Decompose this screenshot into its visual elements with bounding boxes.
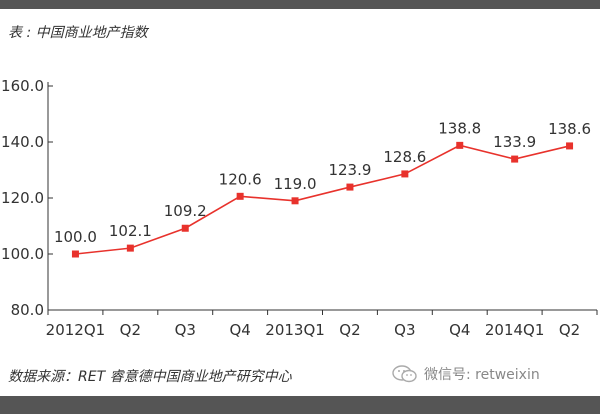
x-tick-label: Q2 bbox=[120, 321, 141, 339]
wechat-id: 微信号: retweixin bbox=[424, 367, 540, 383]
data-label: 102.1 bbox=[109, 222, 152, 240]
wechat-account: 微信号: retweixin bbox=[392, 364, 540, 384]
data-label: 128.6 bbox=[383, 148, 426, 166]
bottom-bar bbox=[0, 396, 600, 414]
x-tick-label: Q4 bbox=[229, 321, 250, 339]
data-point bbox=[71, 250, 79, 258]
data-label: 119.0 bbox=[274, 175, 317, 193]
x-tick-label: Q4 bbox=[449, 321, 470, 339]
y-tick-label: 80.0 bbox=[11, 301, 44, 319]
x-tick-label: 2014Q1 bbox=[485, 321, 545, 339]
data-point bbox=[456, 141, 464, 149]
data-point bbox=[346, 183, 354, 191]
x-tick-label: Q2 bbox=[559, 321, 580, 339]
y-tick-label: 100.0 bbox=[1, 245, 44, 263]
data-label: 133.9 bbox=[493, 133, 536, 151]
data-point bbox=[511, 155, 519, 163]
top-bar bbox=[0, 0, 600, 9]
data-point bbox=[181, 224, 189, 232]
data-label: 123.9 bbox=[328, 161, 371, 179]
x-tick-label: Q3 bbox=[394, 321, 415, 339]
x-tick-label: Q3 bbox=[175, 321, 196, 339]
data-label: 138.8 bbox=[438, 119, 481, 137]
data-point bbox=[291, 197, 299, 205]
data-point bbox=[236, 192, 244, 200]
y-tick-label: 160.0 bbox=[1, 77, 44, 95]
data-point bbox=[126, 244, 134, 252]
data-point bbox=[566, 142, 574, 150]
x-tick-label: 2012Q1 bbox=[46, 321, 106, 339]
x-tick-label: Q2 bbox=[339, 321, 360, 339]
chart-title: 表 : 中国商业地产指数 bbox=[8, 25, 148, 41]
data-label: 109.2 bbox=[164, 202, 207, 220]
x-tick-label: 2013Q1 bbox=[265, 321, 325, 339]
y-tick-label: 140.0 bbox=[1, 133, 44, 151]
data-source: 数据来源：RET 睿意德中国商业地产研究中心 bbox=[8, 369, 292, 385]
data-point bbox=[401, 170, 409, 178]
data-label: 100.0 bbox=[54, 228, 97, 246]
y-tick-label: 120.0 bbox=[1, 189, 44, 207]
wechat-icon bbox=[392, 365, 417, 383]
series-line bbox=[75, 144, 570, 255]
data-label: 120.6 bbox=[219, 170, 262, 188]
data-label: 138.6 bbox=[548, 120, 591, 138]
